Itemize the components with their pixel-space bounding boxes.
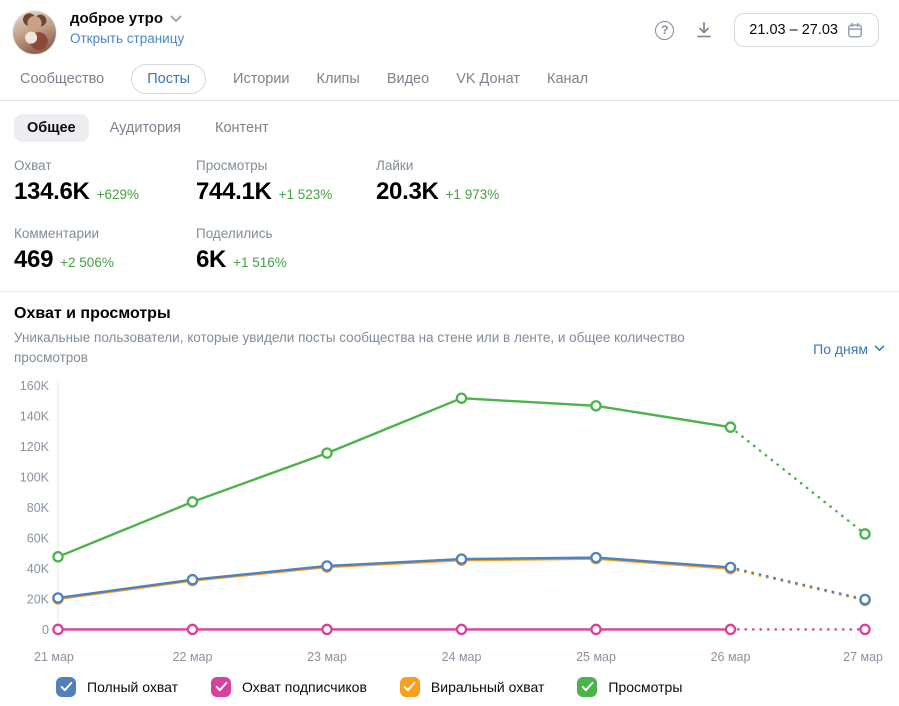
- stat-card: Лайки 20.3K +1 973%: [376, 158, 885, 206]
- calendar-icon: [846, 21, 864, 39]
- granularity-label: По дням: [813, 340, 868, 357]
- community-name: доброе утро: [70, 10, 163, 27]
- community-avatar[interactable]: [12, 10, 57, 55]
- stat-delta: +1 516%: [233, 255, 287, 270]
- x-axis-tick: 22 мар: [173, 650, 213, 664]
- stats-grid: Охват 134.6K +629% Просмотры 744.1K +1 523% Ла…: [14, 158, 885, 274]
- stat-delta: +629%: [96, 187, 140, 202]
- x-axis-tick: 25 мар: [576, 650, 616, 664]
- date-range-button[interactable]: 21.03 – 27.03: [734, 13, 879, 47]
- y-axis-tick: 40K: [27, 562, 50, 576]
- x-axis-tick: 27 мар: [843, 650, 883, 664]
- y-axis-tick: 0: [42, 623, 49, 637]
- x-axis-tick: 24 мар: [442, 650, 482, 664]
- subtab-1[interactable]: Общее: [14, 114, 89, 142]
- y-axis-tick: 20K: [27, 592, 50, 606]
- chart-title: Охват и просмотры: [14, 305, 171, 322]
- legend-label: Охват подписчиков: [242, 678, 367, 695]
- tab-5[interactable]: Видео: [386, 70, 430, 87]
- granularity-dropdown[interactable]: По дням: [813, 329, 885, 369]
- chevron-down-icon: [874, 345, 885, 352]
- stat-value: 6K: [196, 246, 227, 273]
- tab-2[interactable]: Посты: [131, 63, 207, 94]
- legend-label: Полный охват: [87, 678, 179, 695]
- legend-item-2[interactable]: Охват подписчиков: [211, 676, 367, 697]
- stat-value: 20.3K: [376, 178, 439, 205]
- stat-value: 744.1K: [196, 178, 272, 205]
- stat-delta: +1 973%: [445, 187, 500, 202]
- checkbox-checked-icon[interactable]: [56, 676, 76, 697]
- legend-item-4[interactable]: Просмотры: [577, 676, 683, 697]
- series-Охват подписчиков: [52, 623, 871, 635]
- stat-label: Просмотры: [196, 158, 268, 173]
- x-axis-tick: 23 мар: [307, 650, 347, 664]
- stat-delta: +2 506%: [60, 255, 114, 270]
- legend-label: Просмотры: [608, 678, 683, 695]
- tab-3[interactable]: Истории: [233, 70, 290, 87]
- legend-item-3[interactable]: Виральный охват: [399, 676, 545, 697]
- series-Полный охват: [52, 551, 871, 605]
- tab-7[interactable]: Канал: [547, 70, 589, 87]
- subtab-3[interactable]: Контент: [215, 120, 269, 136]
- y-axis-tick: 140K: [20, 409, 50, 423]
- y-axis-tick: 80K: [27, 501, 50, 515]
- section-tabbar: Сообщество Посты Истории Клипы Видео VK Донат…: [0, 57, 899, 101]
- legend-item-1[interactable]: Полный охват: [56, 676, 179, 697]
- stat-label: Охват: [14, 158, 52, 173]
- chart-subtitle: Уникальные пользователи, которые увидели…: [14, 330, 685, 366]
- y-axis-tick: 60K: [27, 531, 50, 545]
- help-icon[interactable]: ?: [655, 20, 675, 40]
- stat-value: 469: [14, 246, 54, 273]
- tab-6[interactable]: VK Донат: [456, 70, 521, 87]
- stat-delta: +1 523%: [278, 187, 333, 202]
- stat-label: Комментарии: [14, 226, 100, 241]
- download-icon[interactable]: [694, 20, 714, 40]
- section-divider: [0, 291, 899, 292]
- open-page-link[interactable]: Открыть страницу: [70, 31, 185, 46]
- checkbox-checked-icon[interactable]: [211, 676, 232, 697]
- tab-1[interactable]: Сообщество: [20, 70, 105, 87]
- tab-4[interactable]: Клипы: [316, 70, 360, 87]
- checkbox-checked-icon[interactable]: [399, 676, 420, 697]
- page-header: доброе утро Открыть страницу ? 21.03 – 2…: [0, 0, 899, 57]
- checkbox-checked-icon[interactable]: [577, 676, 598, 697]
- chart-legend: Полный охват Охват подписчиков Виральный о…: [56, 676, 885, 697]
- y-axis-tick: 120K: [20, 440, 50, 454]
- stat-card: Охват 134.6K +629%: [14, 158, 196, 206]
- x-axis-tick: 21 мар: [34, 650, 74, 664]
- stats-subtabs: Общее Аудитория Контент: [14, 114, 885, 142]
- stat-label: Лайки: [376, 158, 414, 173]
- stat-value: 134.6K: [14, 178, 90, 205]
- date-range-label: 21.03 – 27.03: [749, 22, 838, 38]
- chevron-down-icon[interactable]: [170, 15, 182, 23]
- reach-views-chart: 0 20K 40K 60K 80K 100K 120K 140K 160K 21 мар 22 ма…: [20, 379, 883, 664]
- y-axis-tick: 160K: [20, 379, 50, 393]
- legend-label: Виральный охват: [430, 678, 545, 695]
- subtab-2[interactable]: Аудитория: [109, 120, 182, 136]
- y-axis-tick: 100K: [20, 470, 50, 484]
- x-axis-tick: 26 мар: [711, 650, 751, 664]
- series-Просмотры: [52, 391, 871, 563]
- stat-card: Поделились 6K +1 516%: [196, 226, 376, 274]
- stat-card: Просмотры 744.1K +1 523%: [196, 158, 376, 206]
- stat-card: Комментарии 469 +2 506%: [14, 226, 196, 274]
- stat-label: Поделились: [196, 226, 273, 241]
